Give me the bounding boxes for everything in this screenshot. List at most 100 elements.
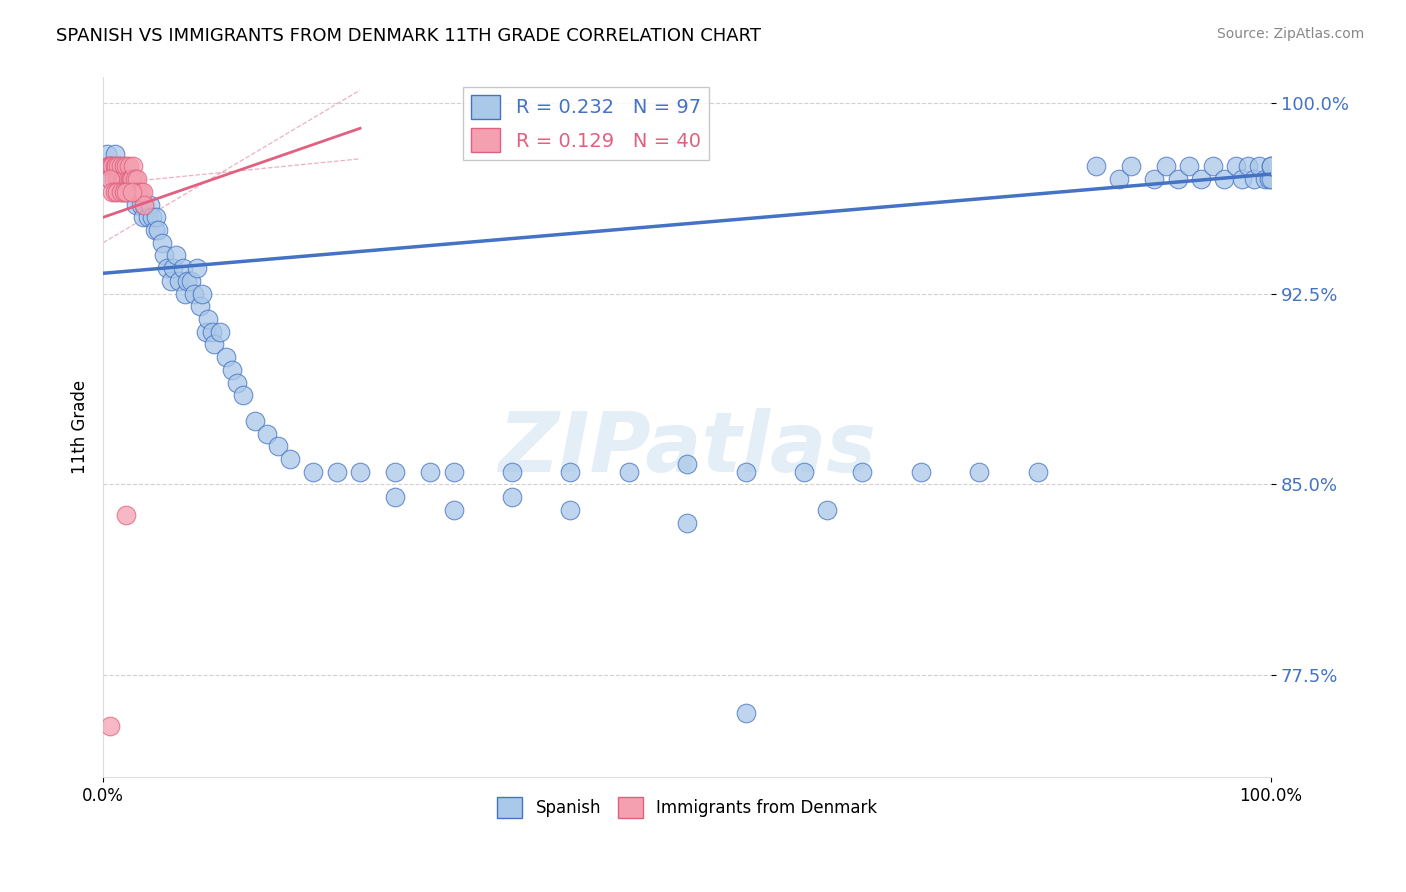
Point [851, 465, 873, 479]
Point [278, 452, 301, 467]
Point [1260, 160, 1282, 174]
Point [132, 185, 155, 199]
Point [910, 465, 932, 479]
Point [560, 503, 582, 517]
Point [419, 465, 441, 479]
Point [98, 172, 121, 186]
Point [1257, 172, 1279, 186]
Point [202, 337, 225, 351]
Point [132, 197, 155, 211]
Point [201, 325, 224, 339]
Point [108, 160, 131, 174]
Point [112, 160, 135, 174]
Point [111, 172, 134, 186]
Point [160, 274, 183, 288]
Point [111, 172, 134, 186]
Point [101, 185, 124, 199]
Point [121, 185, 143, 199]
Point [145, 211, 167, 225]
Point [443, 503, 465, 517]
Point [734, 706, 756, 721]
Point [1254, 172, 1277, 186]
Point [105, 185, 128, 199]
Point [120, 172, 142, 186]
Point [1119, 160, 1142, 174]
Point [793, 465, 815, 479]
Point [173, 286, 195, 301]
Point [150, 235, 173, 250]
Y-axis label: 11th Grade: 11th Grade [72, 380, 89, 475]
Point [98, 719, 121, 733]
Point [104, 160, 127, 174]
Text: Source: ZipAtlas.com: Source: ZipAtlas.com [1216, 27, 1364, 41]
Point [100, 160, 122, 174]
Point [172, 261, 194, 276]
Point [734, 465, 756, 479]
Point [112, 172, 135, 186]
Point [110, 185, 132, 199]
Point [104, 185, 127, 199]
Point [384, 490, 406, 504]
Point [208, 325, 231, 339]
Point [1167, 172, 1189, 186]
Point [104, 146, 127, 161]
Point [124, 185, 146, 199]
Point [1189, 172, 1212, 186]
Point [111, 185, 134, 199]
Point [110, 160, 132, 174]
Point [129, 197, 152, 211]
Point [103, 172, 125, 186]
Point [1154, 160, 1177, 174]
Point [129, 185, 152, 199]
Point [676, 516, 699, 530]
Point [118, 172, 141, 186]
Point [967, 465, 990, 479]
Point [1225, 160, 1247, 174]
Point [132, 197, 155, 211]
Point [188, 299, 211, 313]
Point [1108, 172, 1130, 186]
Point [114, 172, 136, 186]
Point [349, 465, 371, 479]
Point [101, 160, 124, 174]
Point [139, 197, 162, 211]
Legend: Spanish, Immigrants from Denmark: Spanish, Immigrants from Denmark [491, 791, 884, 824]
Point [125, 172, 148, 186]
Point [120, 185, 142, 199]
Point [115, 185, 138, 199]
Point [117, 172, 139, 186]
Point [107, 160, 129, 174]
Point [98, 160, 121, 174]
Point [101, 160, 124, 174]
Point [121, 172, 143, 186]
Point [118, 160, 141, 174]
Point [384, 465, 406, 479]
Point [1178, 160, 1201, 174]
Point [194, 325, 217, 339]
Point [676, 457, 699, 471]
Point [115, 185, 138, 199]
Point [501, 465, 523, 479]
Point [325, 465, 347, 479]
Point [167, 274, 190, 288]
Point [226, 376, 249, 390]
Point [132, 211, 155, 225]
Point [1249, 160, 1271, 174]
Point [125, 185, 148, 199]
Point [97, 160, 120, 174]
Point [156, 261, 179, 276]
Point [122, 160, 145, 174]
Point [1202, 160, 1225, 174]
Point [110, 172, 132, 186]
Point [98, 160, 121, 174]
Point [1243, 172, 1265, 186]
Point [1213, 172, 1236, 186]
Point [221, 363, 243, 377]
Text: ZIPatlas: ZIPatlas [498, 408, 876, 489]
Point [127, 185, 149, 199]
Point [815, 503, 838, 517]
Point [121, 172, 143, 186]
Point [1026, 465, 1049, 479]
Point [256, 426, 278, 441]
Point [186, 261, 208, 276]
